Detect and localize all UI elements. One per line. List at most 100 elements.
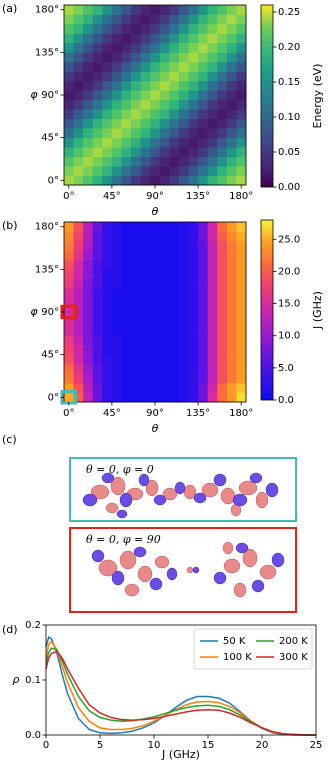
heat-cell <box>111 118 122 129</box>
heat-cell <box>111 288 122 299</box>
heat-cell <box>102 14 113 25</box>
heat-cell <box>236 240 247 251</box>
heat-cell <box>217 42 228 53</box>
heat-cell <box>102 222 113 232</box>
heat-cell <box>92 99 103 110</box>
heat-cell <box>169 23 180 34</box>
heat-cell <box>198 316 209 327</box>
heat-cell <box>150 5 161 15</box>
heat-cell <box>169 118 180 129</box>
panel-label: (a) <box>2 2 17 15</box>
colorbar-tick-label: 0.10 <box>278 112 300 123</box>
heat-cell <box>188 278 199 289</box>
heat-cell <box>159 14 170 25</box>
x-axis-label: J (GHz) <box>161 748 200 761</box>
heat-cell <box>102 33 113 44</box>
heat-cell <box>121 240 132 251</box>
heat-cell <box>83 175 94 186</box>
heat-cell <box>217 316 228 327</box>
heat-cell <box>131 80 142 91</box>
heat-cell <box>111 240 122 251</box>
heat-cell <box>64 259 74 270</box>
colorbar-tick-label: 5.0 <box>278 363 294 374</box>
heat-cell <box>140 137 151 148</box>
heat-cell <box>178 52 189 63</box>
heat-cell <box>83 250 94 261</box>
heat-cell <box>73 288 84 299</box>
heat-cell <box>131 23 142 34</box>
x-tick-label: 0 <box>43 740 49 751</box>
heat-cell <box>226 269 237 280</box>
structure-box <box>69 527 297 613</box>
heat-cell <box>140 231 151 242</box>
heat-cell <box>169 250 180 261</box>
heat-cell <box>226 326 237 337</box>
heat-cell <box>131 354 142 365</box>
heat-cell <box>169 109 180 120</box>
heat-cell <box>92 175 103 186</box>
heat-cell <box>217 335 228 346</box>
y-axis-label: φ <box>30 305 38 318</box>
heat-cell <box>92 364 103 374</box>
heat-cell <box>64 278 74 289</box>
heat-cell <box>102 240 113 251</box>
heat-cell <box>188 345 199 356</box>
heat-cell <box>83 118 94 129</box>
heat-cell <box>188 335 199 346</box>
heat-cell <box>102 90 113 101</box>
heat-cell <box>131 259 142 270</box>
heat-cell <box>102 71 113 82</box>
heat-cell <box>140 147 151 157</box>
heat-cell <box>226 175 237 186</box>
heat-cell <box>64 5 74 15</box>
heat-cell <box>92 61 103 72</box>
x-tick-label: 90° <box>146 191 164 202</box>
heat-cell <box>236 42 247 53</box>
heat-cell <box>207 240 218 251</box>
heat-cell <box>111 147 122 157</box>
heat-cell <box>159 52 170 63</box>
heat-cell <box>92 147 103 157</box>
heat-cell <box>159 99 170 110</box>
heat-cell <box>236 269 247 280</box>
heat-cell <box>236 288 247 299</box>
heat-cell <box>92 231 103 242</box>
heat-cell <box>73 61 84 72</box>
heat-cell <box>169 156 180 167</box>
heat-cell <box>102 80 113 91</box>
heat-cell <box>111 297 122 308</box>
y-tick-label: 0.1 <box>25 675 41 686</box>
heat-cell <box>111 33 122 44</box>
heat-cell <box>102 61 113 72</box>
molecule-top <box>82 472 279 519</box>
heat-cell <box>64 52 74 63</box>
heat-cell <box>111 259 122 270</box>
heat-cell <box>236 364 247 374</box>
heat-cell <box>198 99 209 110</box>
heat-cell <box>83 231 94 242</box>
y-tick-label: 45° <box>41 350 59 361</box>
heat-cell <box>226 250 237 261</box>
heat-cell <box>64 118 74 129</box>
y-tick-label: 180° <box>35 222 59 233</box>
heat-cell <box>236 14 247 25</box>
heat-cell <box>198 109 209 120</box>
heat-cell <box>178 345 189 356</box>
heat-cell <box>73 175 84 186</box>
heat-cell <box>178 99 189 110</box>
heat-cell <box>226 316 237 327</box>
heat-cell <box>150 118 161 129</box>
heat-cell <box>121 364 132 374</box>
heat-cell <box>92 307 103 318</box>
y-axis-label: ρ <box>13 673 20 686</box>
x-tick-label: 15 <box>202 740 215 751</box>
heat-cell <box>207 259 218 270</box>
heat-cell <box>198 222 209 232</box>
heat-cell <box>131 345 142 356</box>
heat-cell <box>159 231 170 242</box>
heat-cell <box>188 364 199 374</box>
heat-cell <box>198 175 209 186</box>
heat-cell <box>102 52 113 63</box>
heat-cell <box>83 128 94 139</box>
heat-cell <box>121 250 132 261</box>
